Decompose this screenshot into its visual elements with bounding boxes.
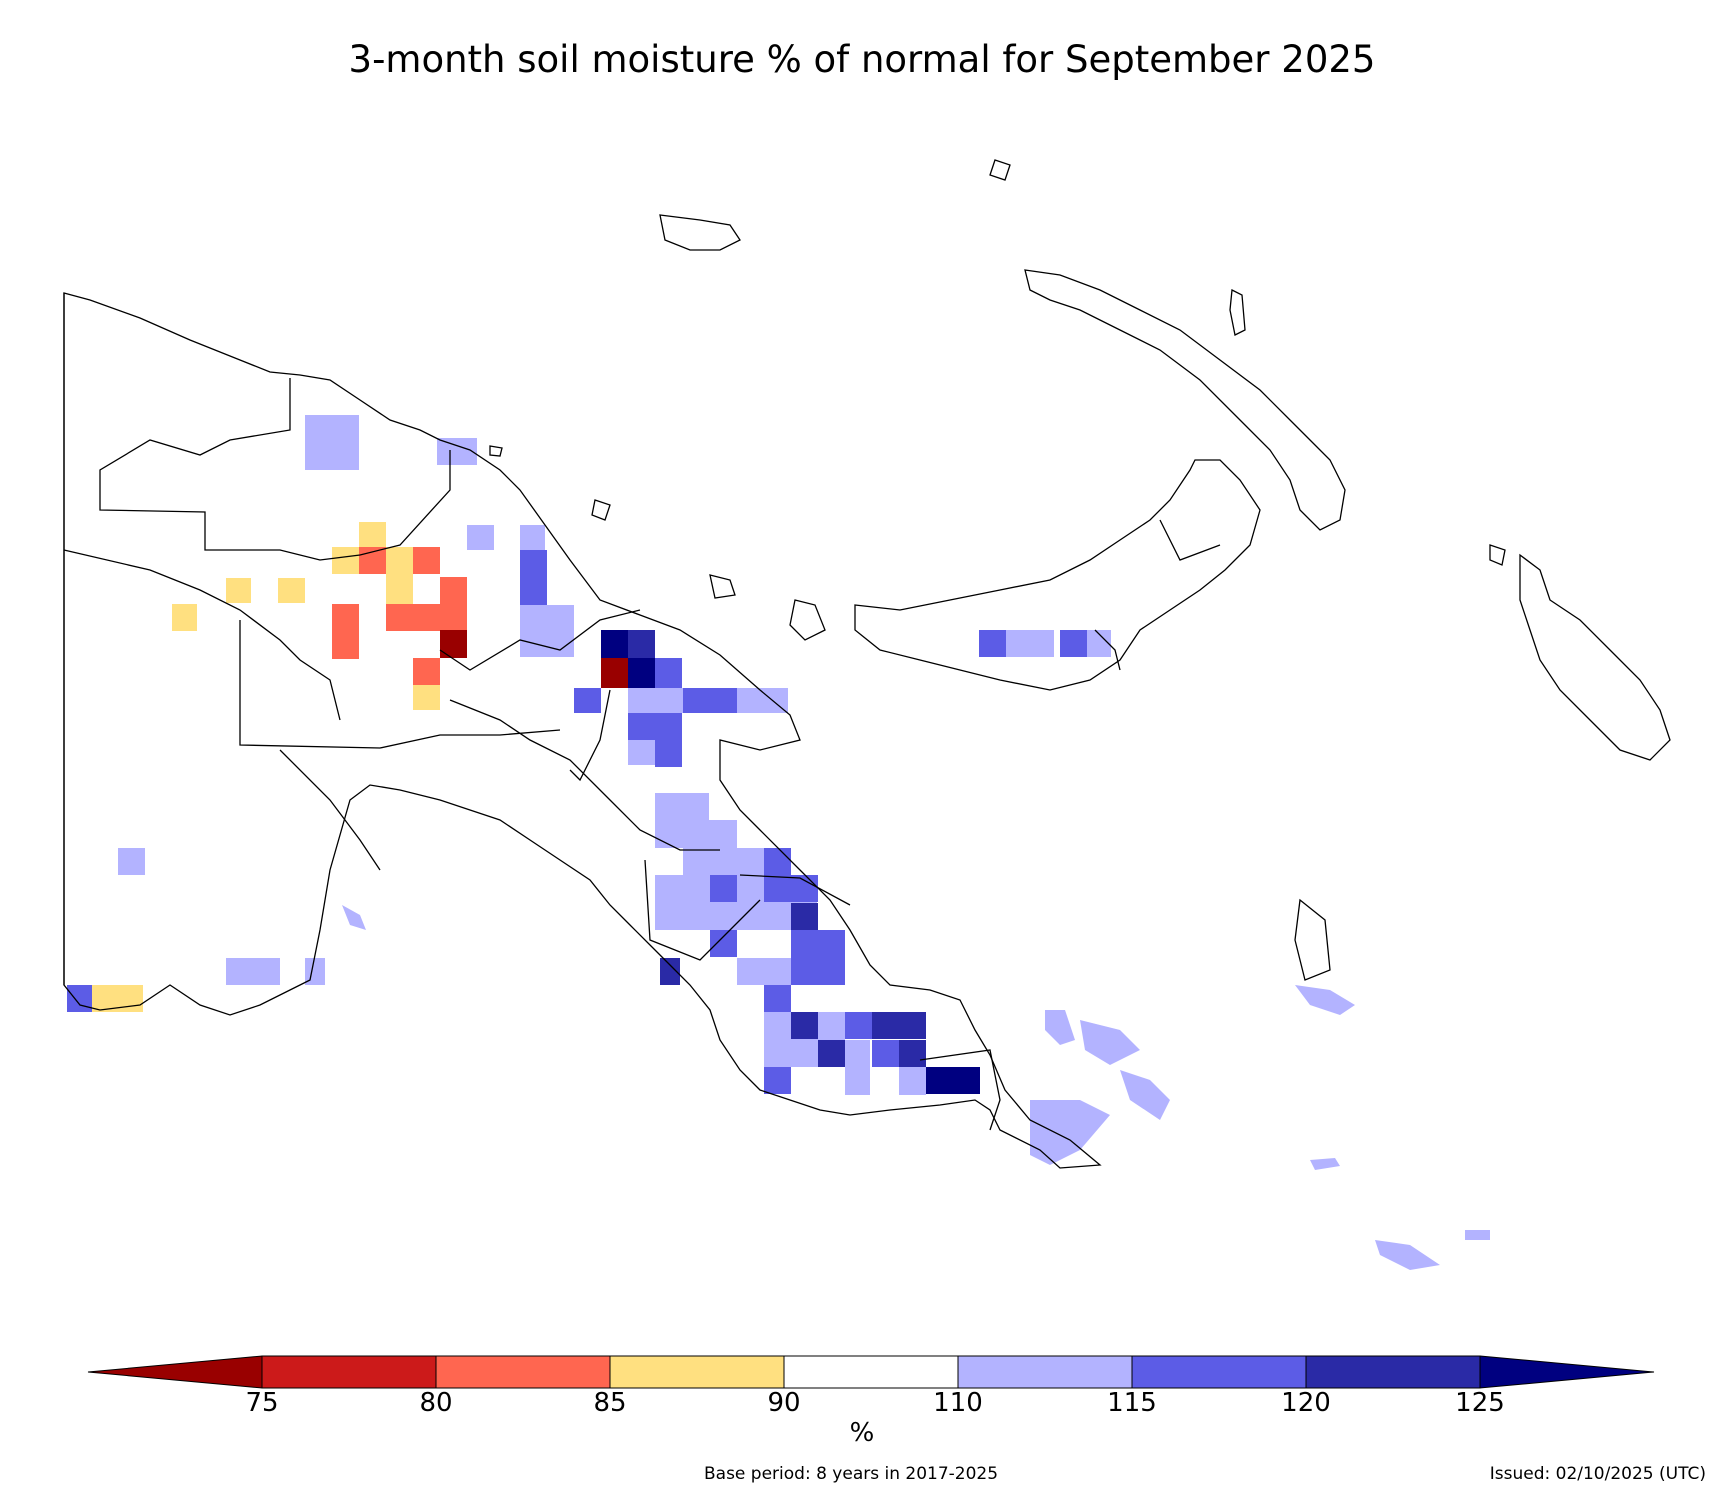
issued-date: Issued: 02/10/2025 (UTC) [1489,1464,1706,1484]
colorbar-tick-120: 120 [1281,1388,1331,1418]
anomaly-cells [67,415,1490,1270]
colorbar-unit: % [849,1418,875,1448]
colorbar-tick-110: 110 [933,1388,983,1418]
colorbar [87,1355,1655,1389]
colorbar-tick-85: 85 [593,1388,627,1418]
colorbar-tick-90: 90 [767,1388,801,1418]
colorbar-tick-75: 75 [245,1388,279,1418]
map-title: 3-month soil moisture % of normal for Se… [348,38,1376,81]
colorbar-tick-80: 80 [419,1388,453,1418]
colorbar-tick-115: 115 [1107,1388,1157,1418]
colorbar-tick-125: 125 [1455,1388,1505,1418]
base-period-note: Base period: 8 years in 2017-2025 [704,1464,999,1484]
coastline-outlines [63,159,1671,1169]
